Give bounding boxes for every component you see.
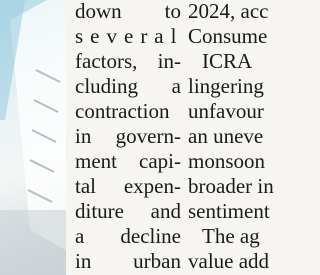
text-line: broader in xyxy=(188,174,292,199)
text-line: in urban xyxy=(75,249,181,274)
photo xyxy=(0,0,66,275)
text-line: an uneve xyxy=(188,124,292,149)
text-line: contraction xyxy=(75,99,181,124)
text-line: diture and xyxy=(75,199,181,224)
text-line: in govern- xyxy=(75,124,181,149)
text-line: Consume xyxy=(188,24,292,49)
text-line: factors, in- xyxy=(75,49,181,74)
text-line: a decline xyxy=(75,224,181,249)
text-line: sentiment xyxy=(188,199,292,224)
text-line: lingering xyxy=(188,74,292,99)
text-line: unfavour xyxy=(188,99,292,124)
desk xyxy=(0,210,66,275)
text-line: monsoon xyxy=(188,149,292,174)
text-line: down to xyxy=(75,0,181,24)
text-line: several xyxy=(75,24,181,49)
text-line: The ag xyxy=(188,224,292,249)
photo-art xyxy=(0,0,66,275)
text-line: 2024, acc xyxy=(188,0,292,24)
text-line: cluding a xyxy=(75,74,181,99)
text-line: tal expen- xyxy=(75,174,181,199)
text-line: ICRA xyxy=(188,49,292,74)
text-line: ment capi- xyxy=(75,149,181,174)
text-line: value add xyxy=(188,249,292,274)
